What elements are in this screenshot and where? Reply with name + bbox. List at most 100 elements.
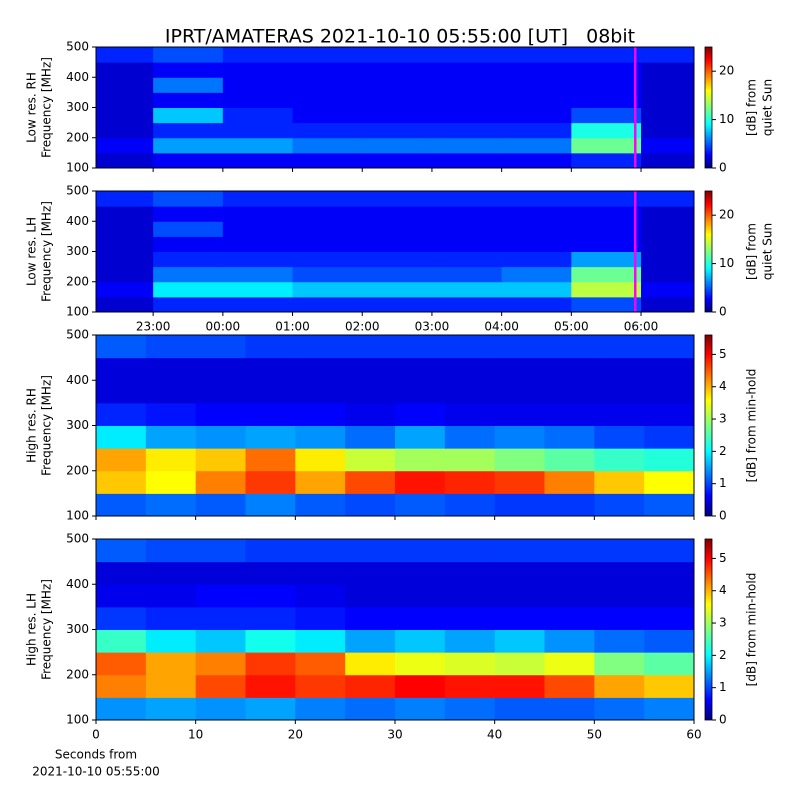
heatmap-cell	[145, 448, 197, 472]
heatmap-cell	[245, 561, 296, 585]
heatmap-cell	[145, 606, 197, 630]
heatmap-cell	[444, 448, 496, 472]
colorbar	[704, 334, 713, 517]
heatmap-cell	[292, 92, 363, 108]
heatmap-cell	[395, 674, 446, 698]
heatmap-cell	[444, 629, 496, 653]
x-tick-label: 50	[587, 728, 602, 742]
heatmap-cell	[96, 107, 154, 124]
heatmap-cell	[96, 266, 154, 283]
heatmap-cell	[145, 425, 197, 449]
heatmap-cell	[222, 251, 294, 268]
colorbar-label: [dB] from min-hold	[745, 369, 759, 483]
heatmap-cell	[292, 281, 363, 298]
heatmap-cell	[444, 561, 496, 585]
heatmap-cell	[644, 493, 695, 517]
heatmap-cell	[395, 561, 446, 585]
heatmap-cell	[444, 606, 496, 630]
heatmap-cell	[96, 152, 154, 169]
heatmap-cell	[292, 47, 363, 63]
colorbar-tick-label: 10	[719, 256, 734, 270]
heatmap-cell	[431, 221, 503, 237]
heatmap-cell	[292, 137, 363, 154]
heatmap-cell	[544, 561, 595, 585]
heatmap-cell	[494, 470, 545, 494]
heatmap-cell	[295, 448, 346, 472]
heatmap-cell	[345, 380, 396, 404]
heatmap-cell	[594, 697, 645, 721]
heatmap-cell	[345, 357, 396, 381]
heatmap-cell	[96, 221, 154, 237]
heatmap-cell	[362, 62, 433, 78]
y-tick-label: 500	[66, 40, 89, 54]
heatmap-cell	[345, 425, 396, 449]
heatmap-cell	[395, 629, 446, 653]
x-tick-label: 03:00	[415, 320, 450, 334]
heatmap-cell	[395, 448, 446, 472]
heatmap-cell	[292, 206, 363, 222]
heatmap-cell	[295, 629, 346, 653]
heatmap-cell	[153, 236, 224, 252]
x-axis-label: 2021-10-10 05:55:00	[32, 765, 159, 779]
x-tick-label: 10	[188, 728, 203, 742]
heatmap-cell	[145, 539, 197, 563]
heatmap-cell	[641, 236, 695, 252]
heatmap-cell	[292, 77, 363, 93]
heatmap-cell	[501, 137, 572, 154]
heatmap-cell	[292, 107, 363, 124]
heatmap-cell	[395, 470, 446, 494]
heatmap-cell	[222, 266, 294, 283]
heatmap-cell	[641, 62, 695, 78]
heatmap-cell	[345, 629, 396, 653]
heatmap-cell	[444, 697, 496, 721]
heatmap-cell	[431, 191, 503, 207]
y-tick-label: 500	[66, 184, 89, 198]
heatmap-cell	[431, 251, 503, 268]
heatmap-cell	[222, 122, 294, 139]
heatmap-cell	[96, 357, 147, 381]
heatmap-cell	[494, 652, 545, 676]
heatmap-cell	[544, 629, 595, 653]
heatmap-cell	[494, 448, 545, 472]
heatmap-cell	[295, 652, 346, 676]
heatmap-cell	[96, 206, 154, 222]
heatmap-cell	[96, 122, 154, 139]
heatmap-cell	[96, 652, 147, 676]
heatmap-cell	[594, 470, 645, 494]
y-axis-label: Frequency [MHz]	[40, 579, 54, 680]
heatmap-cell	[494, 584, 545, 608]
y-tick-label: 300	[66, 100, 89, 114]
colorbar-tick-label: 2	[719, 444, 727, 458]
heatmap-cell	[594, 606, 645, 630]
heatmap-cell	[444, 335, 496, 359]
y-axis-label: Frequency [MHz]	[40, 57, 54, 158]
y-tick-label: 200	[66, 274, 89, 288]
heatmap-cell	[594, 652, 645, 676]
heatmap-cell	[145, 629, 197, 653]
x-tick-label: 23:00	[136, 320, 171, 334]
heatmap-cell	[544, 584, 595, 608]
colorbar-tick-label: 20	[719, 64, 734, 78]
heatmap-cell	[345, 448, 396, 472]
colorbar-tick-label: 20	[719, 208, 734, 222]
heatmap-cell	[501, 221, 572, 237]
heatmap-cell	[571, 296, 642, 313]
heatmap-cell	[431, 62, 503, 78]
heatmap-cell	[153, 47, 224, 63]
heatmap-cell	[644, 539, 695, 563]
y-tick-label: 400	[66, 70, 89, 84]
heatmap-cell	[345, 561, 396, 585]
heatmap-cell	[594, 539, 645, 563]
heatmap-cell	[195, 584, 246, 608]
y-tick-label: 400	[66, 373, 89, 387]
heatmap-cell	[494, 674, 545, 698]
heatmap-cell	[644, 606, 695, 630]
heatmap-cell	[153, 152, 224, 169]
heatmap-cell	[145, 335, 197, 359]
heatmap-cell	[145, 493, 197, 517]
y-axis-label: Low res. LH	[25, 217, 39, 286]
y-tick-label: 100	[66, 161, 89, 175]
heatmap-cell	[544, 674, 595, 698]
heatmap-cell	[195, 561, 246, 585]
heatmap-cell	[362, 251, 433, 268]
